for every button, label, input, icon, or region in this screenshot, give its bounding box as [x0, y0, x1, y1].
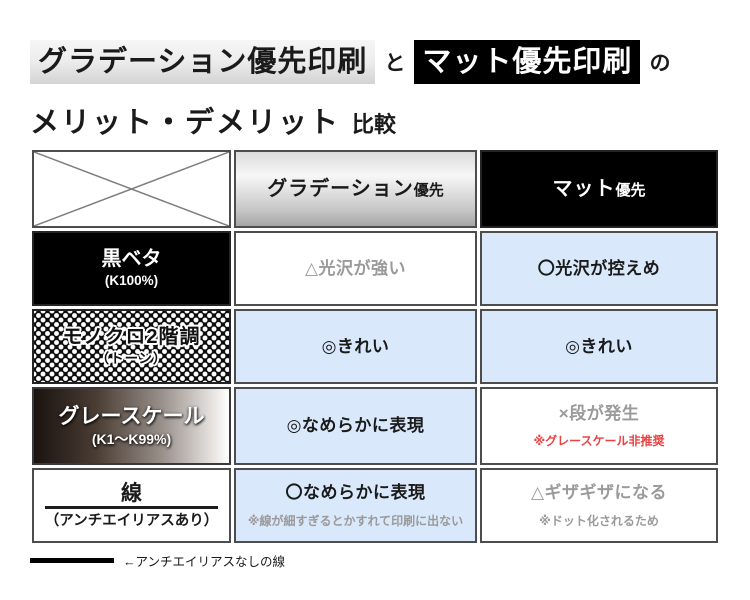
diagonal-cross-icon: [34, 152, 229, 226]
title-matte-highlight: マット優先印刷: [414, 40, 641, 85]
title-particle: の: [649, 52, 671, 76]
title-line2-main: メリット・デメリット: [30, 107, 341, 140]
title-line1: グラデーション優先印刷 と マット優先印刷 の: [30, 40, 671, 85]
title-line2: メリット・デメリット 比較: [30, 99, 670, 141]
dotted-note: ※ドット化されるため: [539, 513, 659, 528]
title-gradation-highlight: グラデーション優先印刷: [30, 40, 376, 85]
row-label-line: 線 （アンチエイリアスあり）: [32, 468, 231, 543]
title-connector: と: [384, 52, 406, 76]
cell-gradation-monochrome: ◎きれい: [234, 309, 477, 384]
legend-text: ←アンチエイリアスなしの線: [123, 555, 286, 569]
row-label-grayscale: グレースケール (K1〜K99%): [32, 387, 231, 465]
header-matte-priority: マット 優先: [480, 150, 718, 228]
line-thin-note: ※線が細すぎるとかすれて印刷に出ない: [247, 513, 464, 528]
grayscale-warning-note: ※グレースケール非推奨: [533, 434, 665, 449]
title-line2-sub: 比較: [352, 112, 397, 138]
cell-matte-grayscale: ×段が発生 ※グレースケール非推奨: [480, 387, 718, 465]
cell-gradation-black-solid: △光沢が強い: [234, 231, 477, 306]
header-gradation-label: グラデーション 優先: [267, 177, 444, 200]
cell-matte-black-solid: 〇光沢が控えめ: [480, 231, 718, 306]
legend: ←アンチエイリアスなしの線: [30, 551, 285, 570]
row-label-black-solid: 黒ベタ (K100%): [32, 231, 231, 306]
non-antialiased-line-sample: [30, 558, 114, 563]
comparison-table: グラデーション 優先 マット 優先 黒ベタ (K100%) △光沢が強い 〇光沢…: [32, 150, 718, 543]
header-gradation-priority: グラデーション 優先: [234, 150, 477, 228]
antialiased-line-sample: [44, 505, 219, 509]
page-title: グラデーション優先印刷 と マット優先印刷 の メリット・デメリット 比較: [30, 40, 670, 141]
cell-matte-monochrome: ◎きれい: [480, 309, 718, 384]
cell-gradation-line: 〇なめらかに表現 ※線が細すぎるとかすれて印刷に出ない: [234, 468, 477, 543]
row-label-monochrome-2tone: モノクロ2階調 （トーン）: [32, 309, 231, 384]
cell-gradation-grayscale: ◎なめらかに表現: [234, 387, 477, 465]
cell-matte-line: △ギザギザになる ※ドット化されるため: [480, 468, 718, 543]
corner-empty-cell: [32, 150, 231, 228]
header-matte-label: マット 優先: [552, 177, 646, 200]
